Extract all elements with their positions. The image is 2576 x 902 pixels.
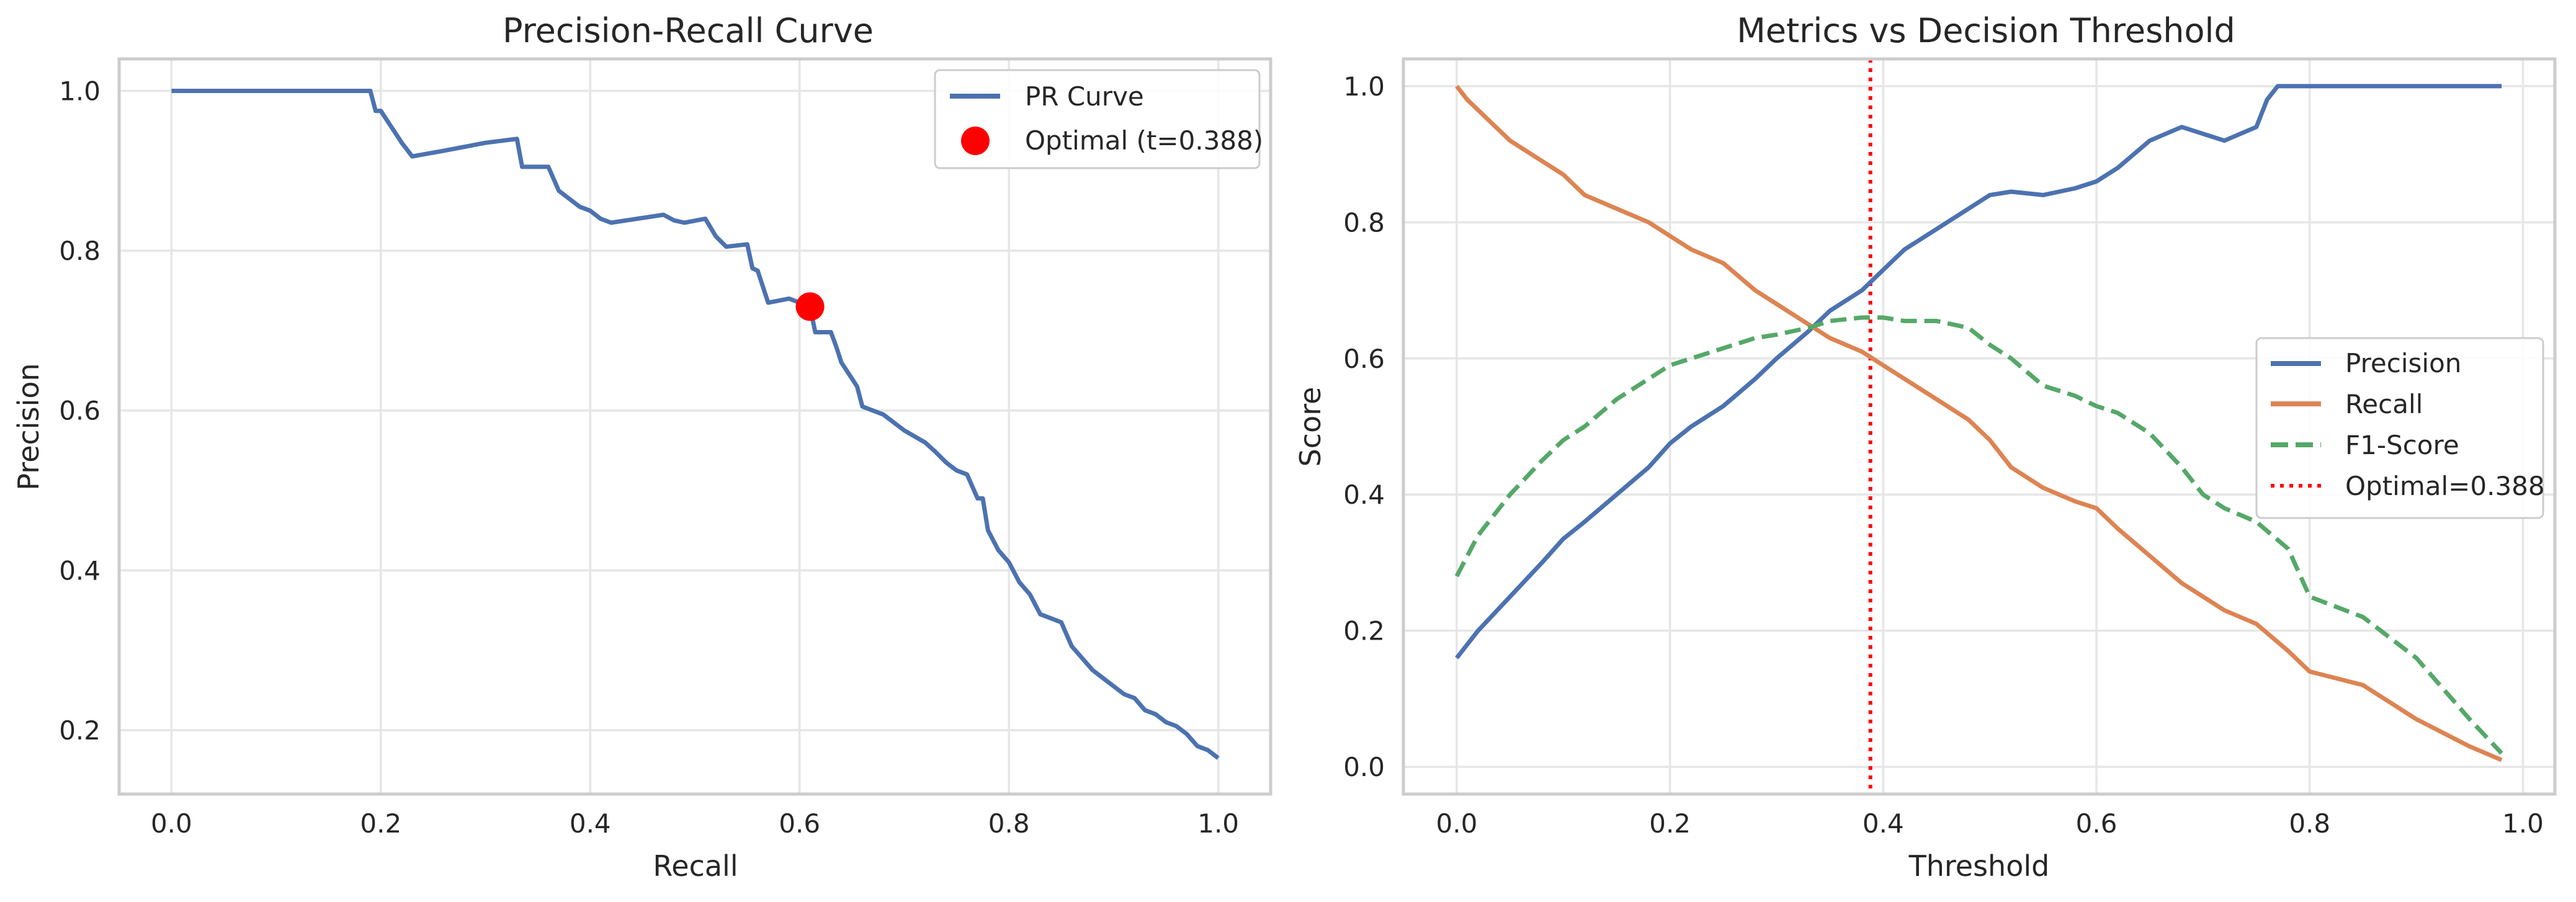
series-line-f1-score (1454, 315, 2503, 755)
legend-label-precision: Precision (2345, 348, 2461, 378)
x-tick-label: 0.6 (779, 808, 820, 839)
x-tick-label: 0.4 (570, 808, 611, 839)
chart-title: Precision-Recall Curve (503, 11, 874, 50)
axes-frame (117, 57, 1272, 796)
legend-box (934, 69, 1261, 169)
legend: Precision Recall F1-Score Optimal=0.388 (2255, 337, 2545, 519)
plot-area (171, 89, 1220, 760)
y-tick-label: 0.0 (1343, 752, 1385, 782)
y-axis-label: Precision (12, 363, 45, 490)
optimal-point (795, 292, 825, 321)
x-tick-label: 0.4 (1863, 808, 1904, 839)
legend-swatch-optimal (961, 127, 990, 155)
tick-labels: 0.0 0.2 0.4 0.6 0.8 1.0 0.2 0.4 0.6 0.8 1.0 (59, 76, 1239, 839)
y-tick-label: 0.2 (1343, 616, 1385, 646)
legend: PR Curve Optimal (t=0.388) (934, 69, 1263, 169)
series-line-recall (1455, 84, 2503, 762)
chart-title: Metrics vs Decision Threshold (1737, 11, 2235, 50)
y-tick-label: 0.4 (59, 555, 101, 586)
x-tick-label: 1.0 (1197, 808, 1239, 839)
x-axis-label: Recall (653, 849, 738, 883)
legend-box (2255, 337, 2544, 519)
tick-labels: 0.0 0.2 0.4 0.6 0.8 1.0 0.0 0.2 0.4 0.6 0.8 1.0 (1343, 71, 2544, 839)
y-tick-label: 0.8 (1343, 207, 1385, 238)
y-tick-label: 1.0 (59, 76, 101, 107)
x-tick-label: 0.8 (2289, 808, 2330, 839)
y-tick-label: 0.6 (1343, 344, 1385, 374)
y-axis-label: Score (1294, 387, 1327, 467)
series-line-pr-curve (171, 89, 1220, 760)
legend-label-optimal-threshold: Optimal=0.388 (2345, 471, 2545, 501)
series-line-precision (1455, 84, 2502, 659)
y-tick-label: 0.2 (59, 715, 101, 746)
x-tick-label: 0.0 (1436, 808, 1478, 839)
x-tick-label: 0.2 (1649, 808, 1691, 839)
y-tick-label: 1.0 (1343, 71, 1385, 102)
grid (119, 59, 1271, 794)
axes-frame (1402, 57, 2557, 796)
x-tick-label: 1.0 (2502, 808, 2544, 839)
y-tick-label: 0.8 (59, 236, 101, 266)
x-tick-label: 0.6 (2076, 808, 2118, 839)
legend-label-recall: Recall (2345, 389, 2423, 419)
pr-curve-panel: Precision-Recall Curve 0.0 0.2 0.4 0.6 0.8 1.… (12, 11, 1272, 883)
x-tick-label: 0.0 (151, 808, 192, 839)
x-axis-label: Threshold (1908, 849, 2050, 883)
y-tick-label: 0.6 (59, 396, 101, 426)
legend-label-f1-score: F1-Score (2345, 430, 2459, 460)
x-tick-label: 0.8 (988, 808, 1030, 839)
x-tick-label: 0.2 (360, 808, 401, 839)
legend-label-optimal: Optimal (t=0.388) (1025, 125, 1263, 156)
legend-label-pr-curve: PR Curve (1025, 81, 1144, 112)
y-tick-label: 0.4 (1343, 480, 1385, 510)
threshold-metrics-panel: Metrics vs Decision Threshold 0.0 0.2 0.4 0… (1294, 11, 2557, 883)
plot-area (1454, 59, 2503, 794)
